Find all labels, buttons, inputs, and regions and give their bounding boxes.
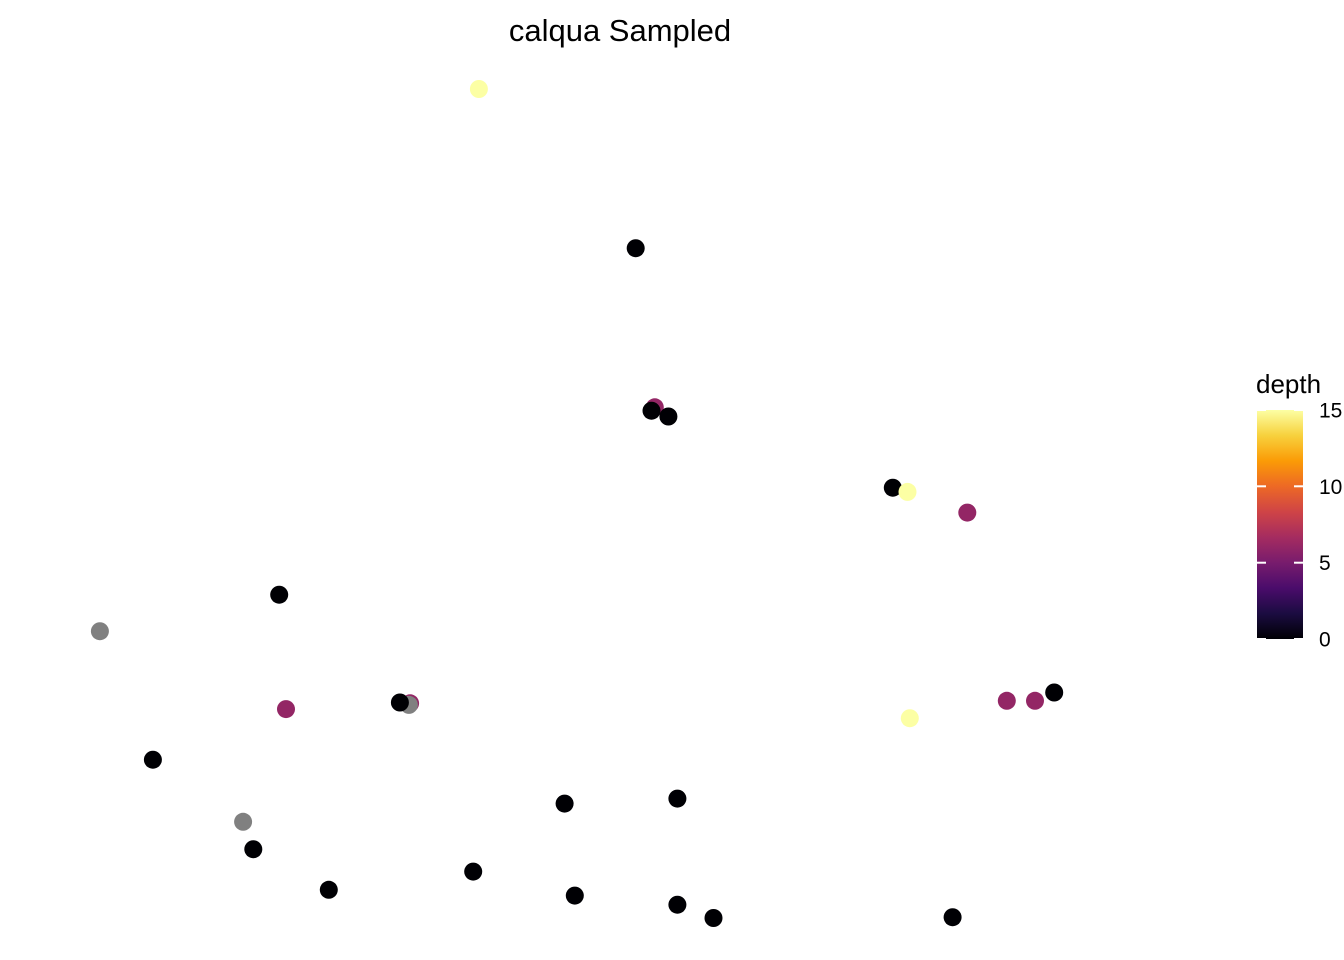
data-point — [704, 909, 723, 927]
data-point — [900, 709, 919, 728]
data-point — [958, 503, 977, 522]
data-point — [555, 794, 574, 813]
data-point — [642, 401, 661, 420]
data-point — [898, 482, 917, 501]
data-point — [626, 239, 645, 258]
data-point — [270, 585, 289, 604]
legend-tick-label: 0 — [1319, 629, 1331, 652]
points-layer — [90, 80, 1064, 927]
legend-title: depth — [1256, 369, 1321, 399]
color-legend: depth 0 5 10 15 — [1256, 369, 1342, 652]
legend-ticks: 0 5 10 15 — [1257, 400, 1342, 652]
data-point — [143, 750, 162, 769]
data-point — [1045, 683, 1064, 702]
data-point — [668, 789, 687, 808]
data-point — [234, 812, 253, 831]
data-point — [319, 880, 338, 899]
chart-title: calqua Sampled — [509, 13, 731, 48]
legend-tick-label: 10 — [1319, 476, 1342, 499]
data-point — [90, 622, 109, 641]
data-point — [244, 840, 263, 859]
data-point — [390, 693, 409, 712]
data-point — [668, 895, 687, 914]
legend-tick-label: 15 — [1319, 400, 1342, 423]
data-point — [943, 908, 962, 927]
data-point — [659, 407, 678, 426]
data-point — [277, 700, 295, 719]
data-point — [883, 478, 902, 497]
data-point — [997, 691, 1016, 710]
data-point — [464, 862, 483, 881]
legend-tick-label: 5 — [1319, 552, 1331, 575]
data-point — [1026, 691, 1044, 710]
data-point — [469, 80, 488, 98]
colorbar — [1257, 410, 1303, 639]
data-point — [565, 886, 584, 905]
